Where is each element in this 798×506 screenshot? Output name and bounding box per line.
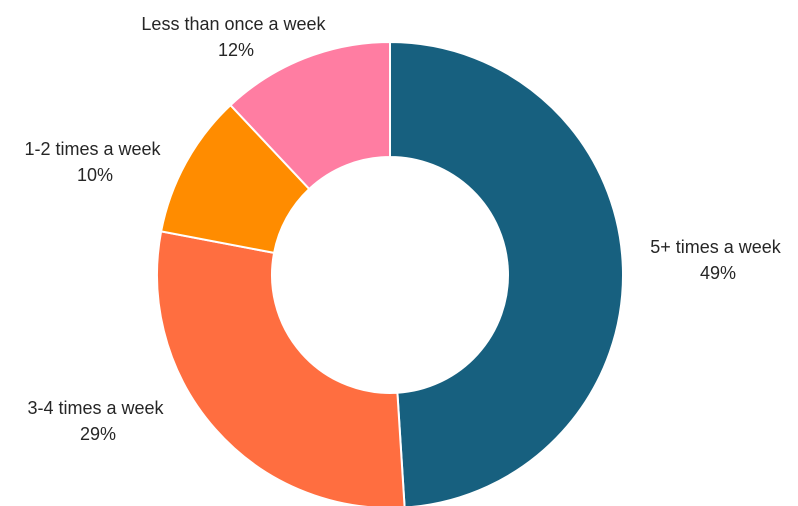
slice-label-less-than-once-value: 12% — [218, 40, 254, 60]
slice-label-1-2-value: 10% — [77, 165, 113, 185]
slice-5plus — [389, 40, 624, 506]
slice-label-less-than-once: Less than once a week 12% — [141, 14, 330, 60]
labels-layer: 5+ times a week 49% 3-4 times a week 29%… — [24, 14, 786, 444]
slice-3-4 — [156, 230, 406, 506]
slice-label-3-4: 3-4 times a week 29% — [27, 398, 168, 444]
slice-label-1-2-name: 1-2 times a week — [24, 139, 161, 159]
slices-layer — [156, 40, 624, 506]
slice-label-5plus-value: 49% — [700, 263, 736, 283]
slice-label-3-4-value: 29% — [80, 424, 116, 444]
slice-label-5plus: 5+ times a week 49% — [650, 237, 786, 283]
slice-label-less-than-once-name: Less than once a week — [141, 14, 326, 34]
slice-label-5plus-name: 5+ times a week — [650, 237, 782, 257]
slice-label-1-2: 1-2 times a week 10% — [24, 139, 165, 185]
slice-less-than-once — [229, 40, 391, 191]
slice-label-3-4-name: 3-4 times a week — [27, 398, 164, 418]
